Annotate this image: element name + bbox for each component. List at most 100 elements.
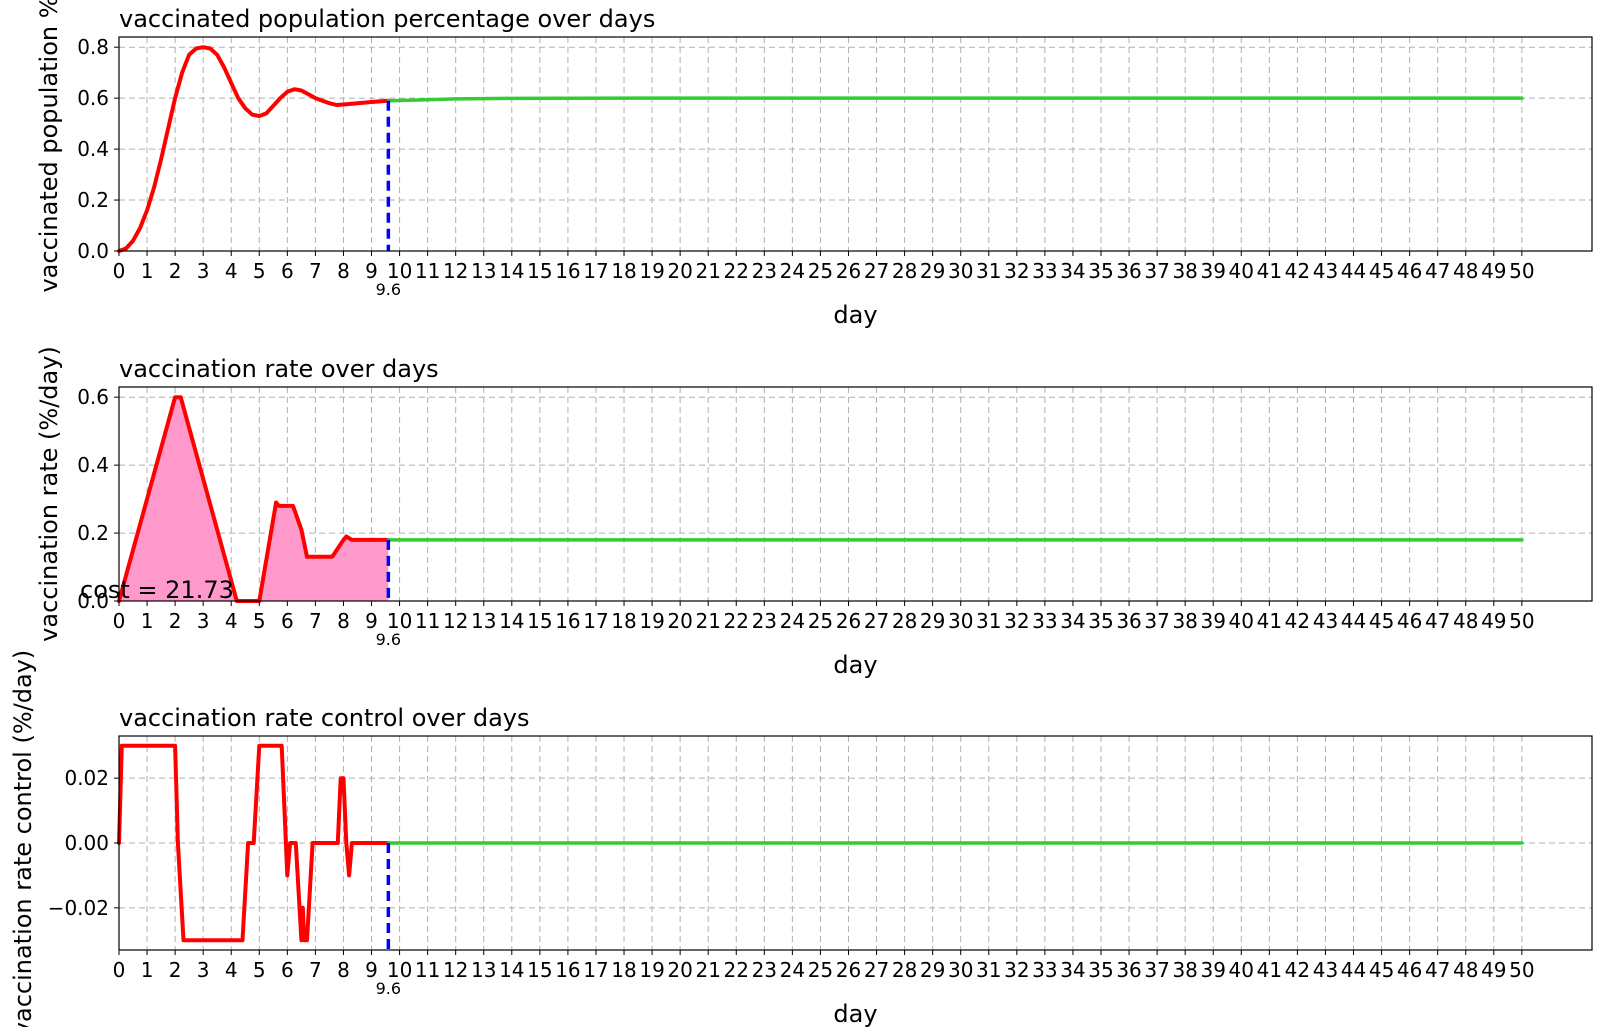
panel3-x-tick-label-24: 24 <box>780 958 805 982</box>
panel1-x-tick-label-20: 20 <box>667 259 692 283</box>
panel2-x-tick-label-49: 49 <box>1481 609 1506 633</box>
panel2-x-tick-label-34: 34 <box>1060 609 1085 633</box>
panel1-x-tick-label-2: 2 <box>169 259 182 283</box>
panel2-x-tick-label-21: 21 <box>695 609 720 633</box>
panel1-x-tick-label-31: 31 <box>976 259 1001 283</box>
panel1-x-tick-label-0: 0 <box>113 259 126 283</box>
panel3-x-tick-label-41: 41 <box>1257 958 1282 982</box>
panel2-x-tick-label-39: 39 <box>1201 609 1226 633</box>
panel1-x-tick-label-44: 44 <box>1341 259 1366 283</box>
panel3-y-tick-label-1: 0.00 <box>64 831 109 855</box>
panel2-x-tick-label-48: 48 <box>1453 609 1478 633</box>
panel3-x-tick-label-8: 8 <box>337 958 350 982</box>
panel2-x-tick-label-0: 0 <box>113 609 126 633</box>
panel1-x-tick-label-21: 21 <box>695 259 720 283</box>
panel3-x-tick-label-25: 25 <box>808 958 833 982</box>
panel1-x-tick-label-30: 30 <box>948 259 973 283</box>
panel2-x-tick-label-40: 40 <box>1229 609 1254 633</box>
panel3-x-tick-label-12: 12 <box>443 958 468 982</box>
panel2-y-tick-label-3: 0.6 <box>77 385 109 409</box>
panel1-x-tick-label-42: 42 <box>1285 259 1310 283</box>
panel3-x-tick-label-44: 44 <box>1341 958 1366 982</box>
panel2-x-tick-label-42: 42 <box>1285 609 1310 633</box>
panel1-y-tick-label-3: 0.6 <box>77 86 109 110</box>
panel1-x-tick-label-41: 41 <box>1257 259 1282 283</box>
panel3-x-tick-label-35: 35 <box>1088 958 1113 982</box>
panel3-x-tick-label-50: 50 <box>1509 958 1534 982</box>
panel3-x-tick-label-26: 26 <box>836 958 861 982</box>
panel2-x-tick-label-36: 36 <box>1116 609 1141 633</box>
panel2-x-tick-label-25: 25 <box>808 609 833 633</box>
panel2-x-tick-label-23: 23 <box>752 609 777 633</box>
panel3-series-history-line <box>117 743 391 943</box>
panel3-x-tick-label-0: 0 <box>113 958 126 982</box>
panel1-x-tick-label-3: 3 <box>197 259 210 283</box>
panel1-x-axis-label: day <box>833 301 877 329</box>
panel3-x-tick-label-18: 18 <box>611 958 636 982</box>
panel3-x-tick-label-31: 31 <box>976 958 1001 982</box>
panel1-y-tick-label-1: 0.2 <box>77 188 109 212</box>
panel2-y-tick-label-1: 0.2 <box>77 521 109 545</box>
panel3-x-tick-label-42: 42 <box>1285 958 1310 982</box>
panel3-x-tick-label-14: 14 <box>499 958 524 982</box>
panel3-x-tick-label-39: 39 <box>1201 958 1226 982</box>
panel1-x-tick-label-40: 40 <box>1229 259 1254 283</box>
panel2-x-tick-label-6: 6 <box>281 609 294 633</box>
panel2-x-tick-label-17: 17 <box>583 609 608 633</box>
panel2-x-tick-label-9: 9 <box>365 609 378 633</box>
panel1-x-tick-label-38: 38 <box>1172 259 1197 283</box>
panel3-x-tick-label-5: 5 <box>253 958 266 982</box>
panel3-x-tick-label-28: 28 <box>892 958 917 982</box>
panel1-x-tick-label-29: 29 <box>920 259 945 283</box>
panel1-x-tick-label-5: 5 <box>253 259 266 283</box>
panel3-x-tick-label-13: 13 <box>471 958 496 982</box>
panel2-x-tick-label-41: 41 <box>1257 609 1282 633</box>
panel3-x-tick-label-19: 19 <box>639 958 664 982</box>
panel1-chart: 0 1 2 3 4 5 6 7 8 9 10 11 12 13 14 15 16 17 18 19 20 21 22 23 24… <box>35 0 1593 329</box>
panel1-x-tick-label-45: 45 <box>1369 259 1394 283</box>
panel1-x-tick-label-16: 16 <box>555 259 580 283</box>
panel3-x-tick-label-36: 36 <box>1116 958 1141 982</box>
panel2-x-tick-label-7: 7 <box>309 609 322 633</box>
panel3-x-tick-label-21: 21 <box>695 958 720 982</box>
panel3-x-tick-label-3: 3 <box>197 958 210 982</box>
panel1-x-tick-label-24: 24 <box>780 259 805 283</box>
panel3-x-tick-label-29: 29 <box>920 958 945 982</box>
panel1-x-tick-label-14: 14 <box>499 259 524 283</box>
panel3-x-tick-label-6: 6 <box>281 958 294 982</box>
panel1-marker-tick-label: 9.6 <box>376 280 401 299</box>
panel3-x-tick-label-38: 38 <box>1172 958 1197 982</box>
panel3-x-tick-label-45: 45 <box>1369 958 1394 982</box>
panel1-series-history-line <box>117 45 391 253</box>
panel2-x-tick-label-16: 16 <box>555 609 580 633</box>
panel2-x-tick-label-37: 37 <box>1144 609 1169 633</box>
panel2-x-tick-label-13: 13 <box>471 609 496 633</box>
panel1-x-tick-label-27: 27 <box>864 259 889 283</box>
panel1-x-tick-label-36: 36 <box>1116 259 1141 283</box>
panel2-x-tick-label-26: 26 <box>836 609 861 633</box>
panel1-x-tick-label-49: 49 <box>1481 259 1506 283</box>
panel3-x-tick-label-48: 48 <box>1453 958 1478 982</box>
panel1-x-tick-label-7: 7 <box>309 259 322 283</box>
panel2-title: vaccination rate over days <box>119 355 439 383</box>
panel2-cost-annotation: cost = 21.73 <box>80 576 234 604</box>
panel3-x-tick-label-49: 49 <box>1481 958 1506 982</box>
panel1-x-tick-label-35: 35 <box>1088 259 1113 283</box>
panel1-x-tick-label-32: 32 <box>1004 259 1029 283</box>
panel2-x-tick-label-12: 12 <box>443 609 468 633</box>
panel1-x-tick-label-46: 46 <box>1397 259 1422 283</box>
panel1-x-tick-label-18: 18 <box>611 259 636 283</box>
panel1-x-tick-label-19: 19 <box>639 259 664 283</box>
panel3-x-tick-label-47: 47 <box>1425 958 1450 982</box>
panel2-x-tick-label-22: 22 <box>724 609 749 633</box>
panel2-x-tick-label-14: 14 <box>499 609 524 633</box>
panel2-x-tick-label-19: 19 <box>639 609 664 633</box>
panel2-x-tick-label-45: 45 <box>1369 609 1394 633</box>
panel2-x-tick-label-10: 10 <box>387 609 412 633</box>
panel1-series-forecast-line <box>386 96 1524 103</box>
panel1-y-tick-label-0: 0.0 <box>77 239 109 263</box>
panel3-x-tick-label-40: 40 <box>1229 958 1254 982</box>
panel3-x-tick-label-17: 17 <box>583 958 608 982</box>
panel3-x-tick-label-30: 30 <box>948 958 973 982</box>
